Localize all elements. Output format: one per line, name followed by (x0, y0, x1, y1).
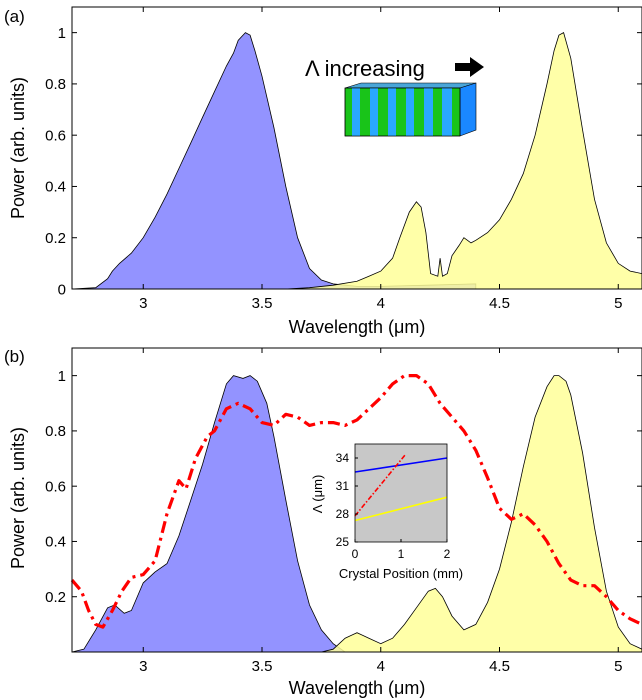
panel-b-label: (b) (4, 347, 25, 366)
panel-a-ytick-label: 0 (58, 281, 66, 298)
panel-a-ytick-label: 1 (58, 25, 66, 42)
inset-xlabel: Crystal Position (mm) (339, 566, 463, 581)
inset-ytick-label: 34 (336, 451, 350, 465)
inset-ticks: 0 1 2 25 28 31 34 (336, 451, 451, 561)
inset-xtick-label: 0 (352, 547, 359, 561)
panel-b-ytick-label: 0.2 (45, 589, 66, 606)
panel-b-ytick-label: 1 (58, 368, 66, 385)
panel-b-xlabel: Wavelength (μm) (289, 678, 426, 698)
crystal-block-icon (344, 82, 477, 137)
panel-b-inset: 0 1 2 25 28 31 34 Crystal Position (mm) Λ (μm) (310, 443, 463, 581)
panel-a-axes-box (71, 6, 642, 290)
panel-b-series-1-area (321, 375, 642, 653)
panel-a-ticks: 3 3.5 4 4.5 5 0 0.2 0.4 0.6 0.8 1 (45, 7, 642, 312)
panel-a-xtick-label: 3.5 (252, 295, 273, 312)
panel-b: (b) 3 3.5 4 4.5 5 0.2 0.4 0.6 0.8 1 Wavelength (μ… (4, 347, 642, 698)
inset-ytick-label: 28 (336, 507, 350, 521)
panel-a-xlabel: Wavelength (μm) (289, 317, 426, 337)
panel-b-ticks: 3 3.5 4 4.5 5 0.2 0.4 0.6 0.8 1 (45, 348, 642, 675)
panel-a-ytick-label: 0.4 (45, 179, 66, 196)
inset-ytick-label: 25 (336, 535, 350, 549)
panel-b-ytick-label: 0.8 (45, 423, 66, 440)
panel-b-series-0-area (71, 375, 347, 653)
arrow-right-icon (455, 57, 484, 77)
panel-b-axes-box (71, 347, 642, 653)
panel-a: (a) 3 3.5 4 4.5 5 0 0.2 0.4 0.6 0.8 1 Wavelength (… (4, 6, 642, 337)
inset-series-1-line (354, 496, 448, 522)
panel-a-ylabel: Power (arb. units) (8, 77, 28, 219)
inset-xtick-label: 2 (444, 547, 451, 561)
panel-a-label: (a) (4, 7, 25, 26)
inset-ylabel: Λ (μm) (310, 475, 325, 514)
inset-background (355, 444, 447, 542)
inset-series-2-line (354, 453, 407, 517)
inset-series-0-line (354, 457, 448, 473)
panel-a-series-fills (71, 32, 642, 290)
panel-a-xtick-label: 4 (377, 295, 385, 312)
panel-a-ytick-label: 0.6 (45, 127, 66, 144)
panel-b-xtick-label: 3.5 (252, 658, 273, 675)
panel-b-xtick-label: 5 (614, 658, 622, 675)
inset-xtick-label: 1 (398, 547, 405, 561)
panel-b-ytick-label: 0.6 (45, 478, 66, 495)
panel-a-xtick-label: 5 (614, 295, 622, 312)
panel-b-series-lines (70, 374, 642, 629)
panel-a-xtick-label: 3 (139, 295, 147, 312)
panel-a-xtick-label: 4.5 (489, 295, 510, 312)
panel-b-series-2-line (70, 374, 642, 629)
panel-b-xtick-label: 4.5 (489, 658, 510, 675)
panel-b-ytick-label: 0.4 (45, 534, 66, 551)
panel-a-annotation: Λ increasing (305, 56, 425, 81)
panel-b-series-fills (71, 375, 642, 653)
panel-b-xtick-label: 4 (377, 658, 385, 675)
inset-ytick-label: 31 (336, 479, 350, 493)
panel-b-ylabel: Power (arb. units) (8, 427, 28, 569)
panel-b-xtick-label: 3 (139, 658, 147, 675)
panel-a-series-1-area (285, 32, 642, 290)
inset-series-lines (354, 453, 448, 522)
panel-a-ytick-label: 0.2 (45, 230, 66, 247)
panel-a-ytick-label: 0.8 (45, 76, 66, 93)
